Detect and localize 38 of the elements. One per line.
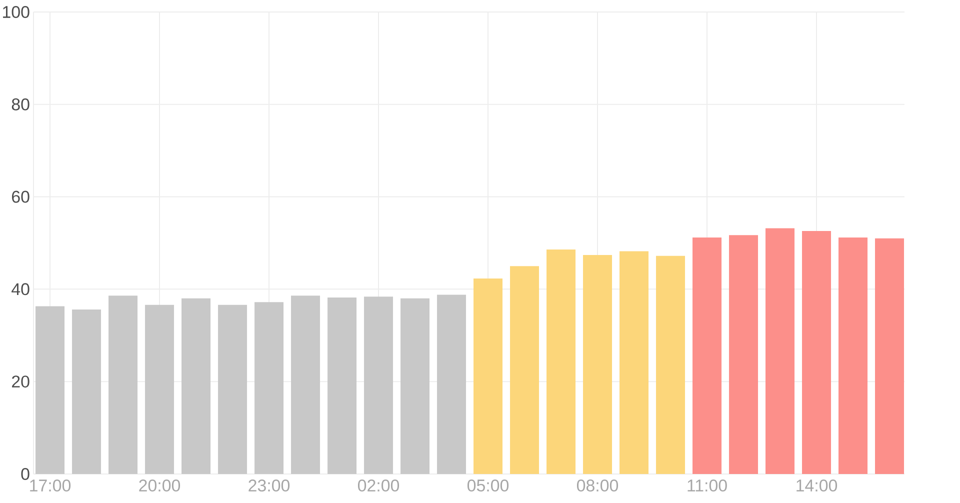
x-tick-label: 02:00 xyxy=(358,480,400,492)
bar xyxy=(108,296,138,474)
bar xyxy=(254,302,284,474)
bar xyxy=(583,254,612,474)
y-tick-label: 20 xyxy=(12,376,30,388)
bar xyxy=(364,296,394,474)
y-tick-label: 0 xyxy=(21,468,30,480)
x-tick-label: 08:00 xyxy=(576,480,618,492)
bar xyxy=(838,237,868,474)
x-tick-label: 20:00 xyxy=(139,480,180,492)
y-tick-label: 80 xyxy=(12,98,30,110)
bar xyxy=(400,298,430,474)
bar xyxy=(510,266,540,474)
x-tick-label: 17:00 xyxy=(30,480,71,492)
x-tick-label: 11:00 xyxy=(688,480,727,492)
bar xyxy=(474,278,503,474)
x-tick-label: 23:00 xyxy=(248,480,290,492)
bar xyxy=(656,256,686,474)
bar xyxy=(72,310,102,474)
y-tick-label: 100 xyxy=(3,6,30,18)
bar xyxy=(692,237,722,474)
bar xyxy=(766,228,795,474)
bar xyxy=(620,251,649,474)
y-tick-label: 60 xyxy=(12,190,30,203)
bar xyxy=(182,298,211,474)
x-tick-label: 05:00 xyxy=(467,480,509,492)
bar xyxy=(875,238,904,474)
bar xyxy=(291,296,320,474)
bar xyxy=(546,249,576,474)
bar xyxy=(729,235,758,474)
bar xyxy=(218,304,248,474)
y-tick-label: 40 xyxy=(12,283,30,296)
bar xyxy=(802,230,832,474)
bar xyxy=(437,294,466,474)
bar xyxy=(328,298,357,474)
bar xyxy=(36,306,65,474)
bar xyxy=(145,304,174,474)
x-tick-label: 14:00 xyxy=(796,480,838,492)
